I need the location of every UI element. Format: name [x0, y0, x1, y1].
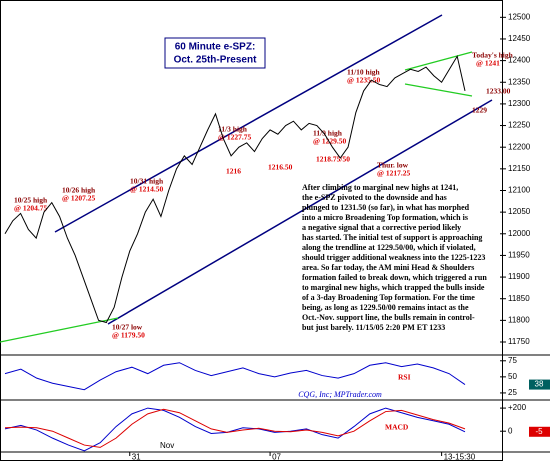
price-line — [4, 54, 466, 324]
y-tick-label: 11850 — [508, 294, 530, 303]
y-tick-label: +200 — [508, 403, 527, 412]
x-tick-label: 07 — [272, 453, 281, 462]
annotation: 10/25 high — [14, 196, 48, 205]
annotation: @ 1214.50 — [130, 185, 163, 194]
commentary-line: a negative signal that a corrective peri… — [302, 223, 461, 232]
annotation: @ 1227.75 — [218, 133, 251, 142]
macd-line — [4, 408, 466, 448]
annotation: 10/27 low — [112, 323, 143, 332]
annotation: 11/10 high — [347, 68, 381, 77]
commentary-line: into a micro Broadening Top formation, w… — [302, 213, 468, 222]
y-tick-label: 12150 — [508, 164, 531, 173]
channel-upper — [54, 14, 443, 233]
channel-lower — [107, 99, 493, 325]
macd-line — [4, 407, 466, 452]
commentary-line: Oct.-Nov. support line, the bulls remain… — [302, 313, 475, 322]
annotation: @ 1204.75 — [14, 204, 47, 213]
commentary-line: area. So far today, the AM mini Head & S… — [302, 263, 474, 272]
annotation: Today's high — [472, 51, 514, 60]
panel-label: MACD — [385, 423, 409, 432]
commentary-line: After climbing to marginal new highs at … — [302, 183, 458, 192]
annotation: @ 1229.50 — [313, 137, 346, 146]
y-tick-label: 12450 — [508, 34, 531, 43]
commentary-line: has started. The initial test of support… — [302, 233, 482, 242]
y-tick-label: 0 — [508, 426, 513, 435]
annotation: 10/31 high — [130, 177, 164, 186]
source: CQG, Inc; MPTrader.com — [298, 390, 382, 399]
annotation: 11/9 high — [313, 129, 343, 138]
commentary-line: should trigger additional weakness into … — [302, 253, 485, 262]
y-tick-label: 12200 — [508, 142, 531, 151]
last-value-box — [529, 379, 550, 390]
title-box — [164, 37, 266, 69]
broadening-top-upper — [404, 51, 473, 71]
annotation: @ 1179.50 — [112, 331, 145, 340]
annotation: 1229 — [472, 106, 487, 115]
annotation: 1218.75/50 — [316, 155, 350, 164]
annotation: Nov — [160, 441, 174, 450]
y-tick-label: 12400 — [508, 56, 531, 65]
x-tick-label: 13-15:30 — [444, 453, 476, 462]
last-value: 38 — [535, 380, 544, 389]
panel-label: RSI — [398, 373, 411, 382]
y-tick-label: 12000 — [508, 229, 531, 238]
y-tick-label: 25 — [508, 388, 517, 397]
last-value-box — [529, 426, 550, 437]
commentary-line: formation failed to break down, which tr… — [302, 273, 487, 282]
y-tick-label: 75 — [508, 356, 517, 365]
annotation: 1233.00 — [486, 87, 511, 96]
commentary-line: the e-SPZ pivoted to the downside and ha… — [302, 193, 447, 202]
y-tick-label: 12350 — [508, 77, 531, 86]
y-tick-label: 11800 — [508, 315, 530, 324]
commentary-line: to marginal new highs, which trapped the… — [302, 283, 485, 292]
y-tick-label: 12050 — [508, 207, 531, 216]
title: 60 Minute e-SPZ: — [175, 42, 256, 53]
annotation: @ 1241 — [476, 59, 500, 68]
annotation: 1216 — [226, 167, 241, 176]
y-tick-label: 11900 — [508, 272, 530, 281]
y-tick-label: 12300 — [508, 99, 531, 108]
y-tick-label: 50 — [508, 372, 517, 381]
support-line — [0, 317, 119, 343]
y-tick-label: 11950 — [508, 251, 530, 260]
commentary-line: along the trendline at 1229.50/00, which… — [302, 243, 476, 252]
annotation: Thur. low — [377, 161, 409, 170]
commentary-line: of a 3-day Broadening Top formation. For… — [302, 293, 475, 302]
broadening-top-lower — [404, 83, 473, 97]
price-line — [4, 362, 466, 391]
commentary-line: being, as long as 1229.50/00 remains int… — [302, 303, 469, 312]
commentary-line: plunged to 1231.50 (so far), in what has… — [302, 203, 470, 212]
annotation: @ 1217.25 — [377, 169, 410, 178]
y-tick-label: 12500 — [508, 12, 531, 21]
annotation: @ 1207.25 — [62, 194, 95, 203]
x-tick-label: 31 — [132, 453, 141, 462]
annotation: 11/3 high — [218, 125, 248, 134]
commentary-line: but just barely. 11/15/05 2:20 PM ET 123… — [302, 323, 445, 332]
last-value: -5 — [535, 427, 543, 436]
plot-frame — [0, 0, 503, 461]
y-tick-label: 11750 — [508, 337, 530, 346]
annotation: 1216.50 — [268, 163, 293, 172]
annotation: @ 1235.50 — [347, 76, 380, 85]
y-tick-label: 12100 — [508, 186, 531, 195]
annotation: 10/26 high — [62, 186, 96, 195]
y-tick-label: 12250 — [508, 121, 531, 130]
title: Oct. 25th-Present — [174, 55, 257, 66]
